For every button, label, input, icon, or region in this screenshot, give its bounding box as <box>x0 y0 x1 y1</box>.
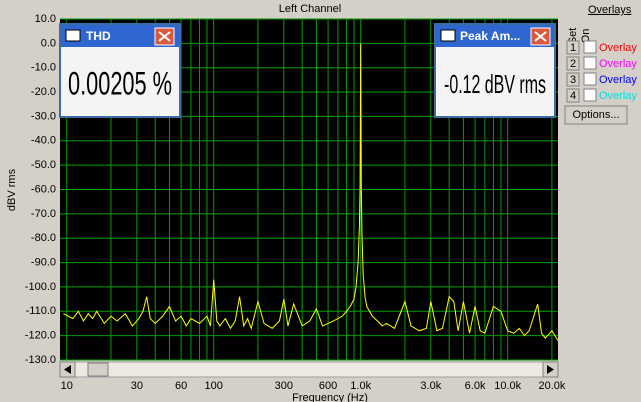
y-tick-label: -110.0 <box>26 305 56 317</box>
y-tick-label: -100.0 <box>25 281 56 293</box>
window-titlebar <box>436 25 554 47</box>
overlay-list: 1 Overlay 2 Overlay 3 Overlay 4 Overlay <box>566 40 637 103</box>
set-button[interactable] <box>566 56 580 71</box>
overlay-checkbox[interactable] <box>583 72 597 86</box>
y-tick-labels: 10.0 0.0 -10.0 -20.0 -30.0 -40.0 -50.0 -60.0 -70… <box>25 13 56 366</box>
x-tick-label: 1.0k <box>350 380 371 392</box>
overlay-label: Overlay <box>599 74 637 86</box>
y-tick-label: -120.0 <box>25 330 56 342</box>
overlay-checkbox[interactable] <box>583 88 597 102</box>
y-axis-label: dBV rms <box>6 168 18 211</box>
window-title: Peak Am... <box>460 29 520 43</box>
y-tick-label: -30.0 <box>31 110 56 122</box>
window-icon <box>65 29 81 42</box>
scroll-track[interactable] <box>59 361 559 378</box>
set-number[interactable]: 1 <box>570 42 576 54</box>
x-tick-label: 300 <box>275 380 293 392</box>
set-label: Set <box>567 28 579 45</box>
options-button[interactable] <box>564 105 628 125</box>
x-tick-label: 30 <box>131 380 143 392</box>
window-titlebar <box>61 25 179 47</box>
x-tick-label: 3.0k <box>420 380 441 392</box>
set-button[interactable] <box>566 88 580 103</box>
overlay-label: Overlay <box>599 90 637 102</box>
thd-value: 0.00205 % <box>68 65 172 101</box>
window-icon <box>440 29 456 42</box>
y-tick-label: -80.0 <box>31 232 56 244</box>
x-tick-label: 10 <box>61 380 73 392</box>
on-label: On <box>580 29 592 44</box>
options-label[interactable]: Options... <box>572 109 619 121</box>
x-tick-label: 60 <box>175 380 187 392</box>
y-tick-label: 10.0 <box>35 13 56 25</box>
overlays-title: Overlays <box>588 4 632 16</box>
y-tick-label: 0.0 <box>41 37 56 49</box>
x-tick-label: 10.0k <box>494 380 521 392</box>
scrollbar[interactable] <box>59 361 559 378</box>
x-axis-label: Frequency (Hz) <box>292 392 368 402</box>
y-tick-label: -130.0 <box>25 354 56 366</box>
y-tick-label: -60.0 <box>31 183 56 195</box>
chart-title: Left Channel <box>279 3 341 15</box>
peak-window[interactable]: Peak Am... -0.12 dBV rms <box>434 23 556 118</box>
y-tick-label: -10.0 <box>31 62 56 74</box>
set-button[interactable] <box>566 72 580 87</box>
thd-window[interactable]: THD 0.00205 % <box>59 23 181 118</box>
close-icon <box>158 31 171 42</box>
x-tick-label: 600 <box>319 380 337 392</box>
y-tick-label: -70.0 <box>31 208 56 220</box>
y-tick-label: -40.0 <box>31 135 56 147</box>
x-tick-label: 6.0k <box>465 380 486 392</box>
overlay-label: Overlay <box>599 58 637 70</box>
scroll-thumb[interactable] <box>87 362 109 377</box>
y-tick-label: -50.0 <box>31 159 56 171</box>
x-tick-labels: 10 30 60 100 300 600 1.0k 3.0k 6.0k 10.0k 20.0k <box>61 380 566 392</box>
overlay-checkbox[interactable] <box>583 40 597 54</box>
set-number[interactable]: 3 <box>570 74 576 86</box>
set-button[interactable] <box>566 40 580 55</box>
arrow-left <box>64 365 71 374</box>
y-tick-label: -90.0 <box>31 256 56 268</box>
trace <box>63 43 559 341</box>
y-tick-label: -20.0 <box>31 86 56 98</box>
x-tick-label: 100 <box>205 380 223 392</box>
overlay-label: Overlay <box>599 42 637 54</box>
x-tick-label: 20.0k <box>538 380 565 392</box>
arrow-right <box>547 365 554 374</box>
window-title: THD <box>86 29 111 43</box>
close-icon <box>534 31 547 42</box>
peak-value: -0.12 dBV rms <box>444 69 546 99</box>
set-number[interactable]: 2 <box>570 58 576 70</box>
set-number[interactable]: 4 <box>570 90 576 102</box>
overlay-checkbox[interactable] <box>583 56 597 70</box>
spectrum-line <box>63 43 559 341</box>
